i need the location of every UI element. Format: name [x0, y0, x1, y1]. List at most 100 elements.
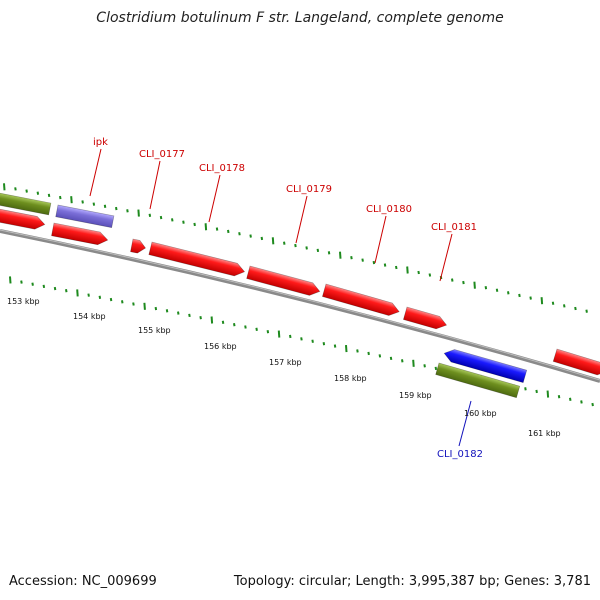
outer-tick	[47, 193, 51, 198]
gene-label-layer: ipk CLI_0177 CLI_0178 CLI_0179 CLI_0180 CLI_0…	[89, 137, 483, 460]
outer-tick	[294, 243, 297, 248]
scale-tick-label: 155 kbp	[138, 326, 171, 335]
outer-tick	[215, 227, 219, 231]
inner-tick	[569, 397, 572, 401]
gene-label-leader	[374, 215, 387, 264]
outer-tick	[316, 248, 320, 253]
gene-label-leader	[149, 160, 161, 210]
inner-tick	[188, 313, 191, 318]
reverse-cds-arrow	[443, 349, 528, 384]
inner-tick	[311, 339, 314, 343]
gene-label: CLI_0177	[139, 149, 185, 160]
genome-summary-text: Topology: circular; Length: 3,995,387 bp…	[233, 574, 591, 589]
inner-tick	[177, 311, 180, 315]
gene-label-leader	[439, 233, 453, 282]
inner-tick	[42, 284, 46, 289]
inner-tick	[524, 387, 527, 391]
forward-cds-arrow	[148, 241, 246, 277]
gene-label-leader	[89, 148, 102, 197]
inner-tick	[423, 364, 426, 368]
forward-cds-arrow	[552, 348, 600, 376]
scale-tick-label: 158 kbp	[334, 374, 367, 383]
map-title: Clostridium botulinum F str. Langeland, …	[96, 10, 504, 26]
outer-tick	[271, 237, 275, 245]
scale-tick-label: 157 kbp	[269, 358, 302, 367]
outer-tick	[227, 229, 230, 234]
inner-tick	[266, 330, 270, 334]
inner-tick	[535, 389, 538, 394]
inner-tick	[53, 286, 57, 291]
inner-tick	[87, 293, 90, 297]
scale-tick-label: 160 kbp	[464, 409, 497, 418]
inner-tick	[255, 327, 258, 332]
outer-tick	[406, 266, 409, 274]
outer-tick	[283, 241, 286, 245]
outer-tick	[451, 278, 454, 282]
outer-tick	[428, 273, 432, 277]
inner-tick	[546, 390, 550, 398]
forward-cds-arrow	[246, 265, 321, 296]
outer-tick	[25, 189, 28, 193]
inner-tick	[333, 344, 337, 348]
outer-tick	[350, 255, 353, 260]
genome-backbone	[0, 229, 600, 383]
inner-tick	[210, 316, 214, 324]
outer-tick	[204, 223, 208, 231]
forward-cds-arrow	[51, 222, 109, 246]
feature-track	[0, 191, 600, 399]
outer-tick	[126, 209, 129, 213]
inner-tick	[345, 344, 348, 353]
gene-label: CLI_0182	[437, 449, 483, 460]
gene-label: ipk	[93, 137, 108, 148]
outer-tick	[70, 196, 73, 204]
outer-tick	[417, 270, 420, 275]
outer-tick	[137, 209, 140, 217]
outer-tick	[495, 288, 499, 292]
inner-tick	[76, 289, 79, 297]
outer-tick	[518, 293, 521, 298]
scale-tick-label: 159 kbp	[399, 391, 432, 400]
outer-tick	[529, 296, 532, 300]
forward-cds-arrow	[322, 283, 400, 316]
inner-tick	[154, 306, 158, 311]
outer-tick	[36, 191, 40, 195]
outer-tick	[551, 301, 555, 305]
outer-tick	[361, 258, 364, 262]
inner-tick	[121, 300, 124, 304]
inner-tick	[591, 402, 594, 407]
inner-tick	[401, 359, 404, 363]
gene-label: CLI_0180	[366, 204, 412, 215]
inner-tick	[165, 309, 169, 313]
outer-tick	[103, 204, 107, 209]
outer-tick-track	[3, 183, 588, 313]
inner-tick	[20, 280, 23, 284]
inner-tick	[322, 342, 326, 346]
inner-tick	[378, 354, 382, 358]
gene-label: CLI_0178	[199, 163, 245, 174]
inner-tick	[9, 276, 12, 284]
gene-feature-bar	[0, 191, 52, 216]
scale-tick-label: 154 kbp	[73, 312, 106, 321]
outer-tick	[563, 304, 566, 308]
gene-label-leader	[208, 174, 221, 223]
inner-tick	[143, 302, 146, 310]
outer-tick	[3, 183, 6, 191]
outer-tick	[115, 206, 118, 211]
outer-tick	[171, 218, 174, 222]
outer-tick	[260, 236, 264, 241]
outer-tick	[92, 202, 96, 206]
outer-tick	[372, 260, 376, 265]
gene-label-leader	[295, 195, 308, 244]
inner-tick	[300, 337, 303, 341]
outer-tick	[327, 251, 331, 255]
inner-tick	[132, 302, 135, 306]
inner-tick	[580, 400, 583, 404]
outer-tick	[148, 213, 152, 217]
inner-tick	[367, 351, 370, 356]
gene-label-leader	[458, 400, 472, 447]
scale-tick-label: 153 kbp	[7, 297, 40, 306]
outer-tick	[14, 187, 17, 191]
accession-text: Accession: NC_009699	[9, 574, 157, 589]
outer-tick	[540, 297, 544, 305]
outer-tick	[249, 234, 252, 238]
